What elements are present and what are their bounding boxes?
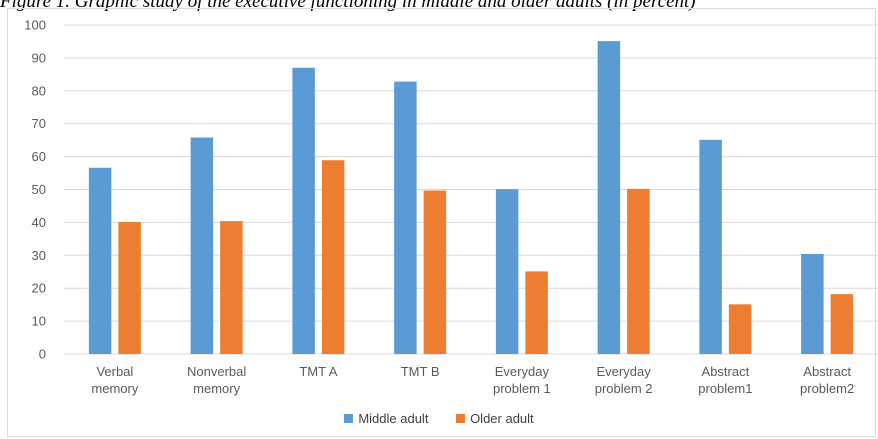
y-tick-label: 70 — [32, 116, 46, 131]
y-tick-label: 10 — [32, 314, 46, 329]
bar-older-adult — [830, 294, 854, 354]
legend-item-middle-adult: Middle adult — [344, 411, 428, 426]
y-tick-label: 40 — [32, 215, 46, 230]
x-category-label: Verbal memory — [91, 364, 138, 396]
legend-label-middle-adult: Middle adult — [358, 411, 429, 426]
bar-older-adult — [728, 304, 752, 354]
bar-middle-adult — [801, 253, 824, 354]
y-tick-label: 20 — [32, 281, 46, 296]
bar-older-adult — [627, 188, 650, 354]
x-category-label: Everyday problem 2 — [595, 364, 653, 396]
bar-middle-adult — [292, 67, 315, 355]
bar-middle-adult — [597, 41, 621, 354]
y-tick-label: 60 — [32, 149, 46, 164]
bar-middle-adult — [88, 167, 112, 354]
bar-older-adult — [525, 271, 548, 354]
bar-older-adult — [118, 222, 141, 354]
x-axis-category-labels: Verbal memory Nonverbal memory TMT A TMT B Eve… — [91, 364, 854, 396]
legend-label-older-adult: Older adult — [470, 411, 534, 426]
x-category-label: TMT A — [299, 364, 337, 379]
y-tick-label: 0 — [39, 347, 46, 362]
bar-middle-adult — [394, 81, 417, 354]
y-tick-label: 50 — [32, 182, 46, 197]
gridlines — [64, 24, 878, 355]
legend-item-older-adult: Older adult — [456, 411, 534, 426]
x-category-label: Abstract problem1 — [698, 364, 752, 396]
x-category-label: Abstract problem2 — [800, 364, 854, 396]
y-tick-label: 80 — [32, 83, 46, 98]
legend: Middle adult Older adult — [0, 411, 878, 426]
bar-older-adult — [321, 160, 345, 354]
legend-swatch-older-adult — [456, 414, 466, 423]
y-tick-label: 30 — [32, 248, 46, 263]
bar-middle-adult — [495, 189, 519, 354]
bar-middle-adult — [699, 139, 722, 354]
bar-older-adult — [220, 221, 243, 354]
bar-middle-adult — [190, 137, 214, 354]
bar-series — [88, 41, 854, 355]
legend-swatch-middle-adult — [344, 414, 354, 423]
x-category-label: Nonverbal memory — [187, 364, 246, 396]
bar-older-adult — [423, 190, 447, 354]
y-tick-label: 90 — [32, 50, 46, 65]
x-category-label: Everyday problem 1 — [493, 364, 551, 396]
x-category-label: TMT B — [401, 364, 440, 379]
figure-caption: Figure 1. Graphic study of the executive… — [0, 0, 696, 12]
y-tick-label: 100 — [24, 18, 46, 33]
y-axis-tick-labels: 0 10 20 30 40 50 60 70 80 90 100 — [24, 18, 46, 362]
